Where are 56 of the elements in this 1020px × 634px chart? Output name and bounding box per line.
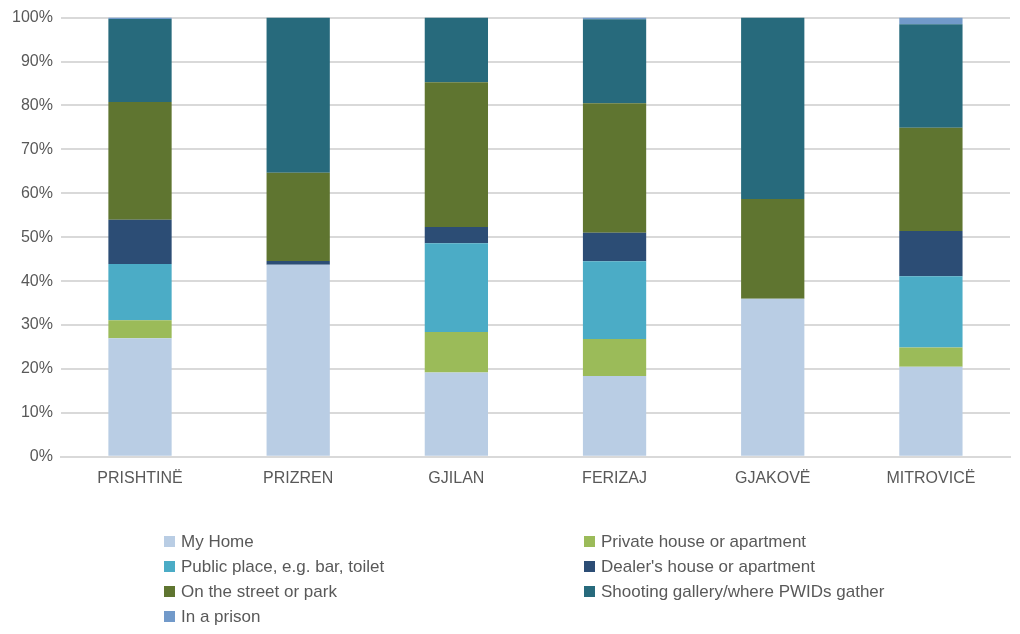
legend-label: Dealer's house or apartment bbox=[601, 556, 815, 577]
bar bbox=[424, 17, 489, 83]
bar bbox=[899, 347, 963, 367]
bar bbox=[899, 276, 963, 348]
bar bbox=[899, 366, 963, 456]
legend-label: Public place, e.g. bar, toilet bbox=[181, 556, 385, 577]
bar bbox=[899, 17, 963, 25]
bar bbox=[108, 101, 172, 220]
bar bbox=[266, 172, 330, 261]
bar bbox=[108, 320, 172, 339]
bar bbox=[424, 372, 489, 456]
x-tick-label: FERIZAJ bbox=[582, 468, 647, 486]
bar bbox=[266, 260, 330, 265]
y-tick-label: 10% bbox=[20, 403, 53, 421]
y-tick-label: 70% bbox=[20, 139, 53, 157]
bar bbox=[741, 198, 805, 299]
legend-label: In a prison bbox=[181, 606, 261, 627]
bar bbox=[582, 103, 647, 233]
x-tick-label: GJAKOVË bbox=[734, 468, 811, 486]
bar bbox=[108, 263, 172, 321]
y-tick-label: 40% bbox=[20, 271, 53, 289]
y-tick-label: 30% bbox=[20, 315, 53, 333]
bar bbox=[582, 375, 647, 456]
bar bbox=[424, 82, 489, 228]
y-tick-label: 80% bbox=[20, 95, 53, 113]
bar bbox=[582, 261, 647, 340]
bar bbox=[266, 17, 330, 173]
y-tick-label: 100% bbox=[12, 8, 53, 26]
bar bbox=[582, 232, 647, 262]
legend-label: On the street or park bbox=[181, 581, 337, 602]
y-tick-label: 50% bbox=[20, 227, 53, 245]
x-tick-label: GJILAN bbox=[428, 468, 485, 486]
bar bbox=[741, 17, 805, 199]
x-tick-label: PRISHTINË bbox=[97, 468, 183, 486]
bar bbox=[741, 298, 805, 456]
bar bbox=[424, 243, 489, 333]
bar bbox=[108, 219, 172, 264]
bar bbox=[108, 18, 172, 102]
y-tick-label: 20% bbox=[20, 359, 53, 377]
bar bbox=[582, 339, 647, 376]
bar bbox=[582, 19, 647, 104]
legend-label: Shooting gallery/where PWIDs gather bbox=[601, 581, 885, 602]
legend-label: My Home bbox=[181, 531, 254, 552]
bar bbox=[266, 264, 330, 456]
bar bbox=[899, 127, 963, 232]
y-tick-label: 0% bbox=[29, 447, 53, 465]
bar bbox=[899, 231, 963, 277]
bar bbox=[424, 227, 489, 244]
bar bbox=[108, 338, 172, 456]
x-tick-label: PRIZREN bbox=[263, 468, 334, 486]
bar bbox=[424, 332, 489, 373]
x-tick-label: MITROVICË bbox=[886, 468, 976, 486]
y-tick-label: 60% bbox=[20, 183, 53, 201]
y-tick-label: 90% bbox=[20, 51, 53, 69]
legend-label: Private house or apartment bbox=[601, 531, 807, 552]
bar bbox=[899, 24, 963, 128]
